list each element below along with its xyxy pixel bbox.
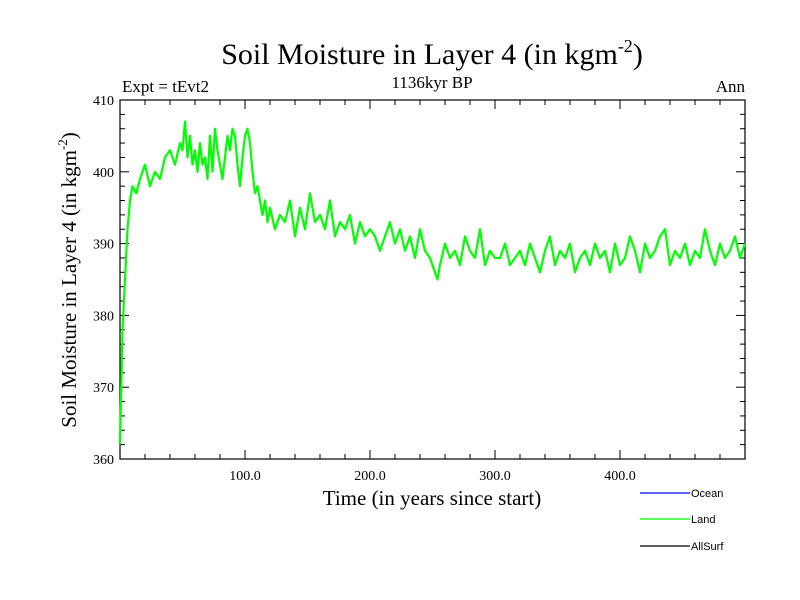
minor-ticks: [120, 100, 745, 459]
legend-allsurf-label: AllSurf: [691, 541, 724, 553]
experiment-label: Expt = tEvt2: [122, 77, 209, 96]
season-label: Ann: [716, 77, 746, 96]
x-tick-label: 400.0: [604, 469, 636, 484]
x-tick-label: 300.0: [479, 469, 511, 484]
y-tick-label: 400: [93, 166, 114, 181]
legend-land-label: Land: [691, 514, 715, 526]
chart-title: Soil Moisture in Layer 4 (in kgm-2): [221, 36, 643, 71]
y-tick-label: 380: [93, 309, 114, 324]
y-tick-label: 390: [93, 238, 114, 253]
y-tick-label: 360: [93, 453, 114, 468]
period-label: 1136kyr BP: [391, 73, 472, 92]
x-tick-label: 200.0: [354, 469, 386, 484]
y-axis-label: Soil Moisture in Layer 4 (in kgm-2): [55, 132, 81, 427]
legend: Ocean Land AllSurf: [640, 488, 724, 553]
legend-ocean-label: Ocean: [691, 488, 723, 500]
plot-frame: [119, 99, 746, 460]
land-series-line: [118, 120, 747, 445]
x-tick-label: 100.0: [229, 469, 261, 484]
y-tick-label: 410: [93, 94, 114, 109]
x-axis-label: Time (in years since start): [323, 486, 542, 510]
y-tick-label: 370: [93, 381, 114, 396]
x-axis-ticks: 100.0 200.0 300.0 400.0: [229, 100, 636, 484]
